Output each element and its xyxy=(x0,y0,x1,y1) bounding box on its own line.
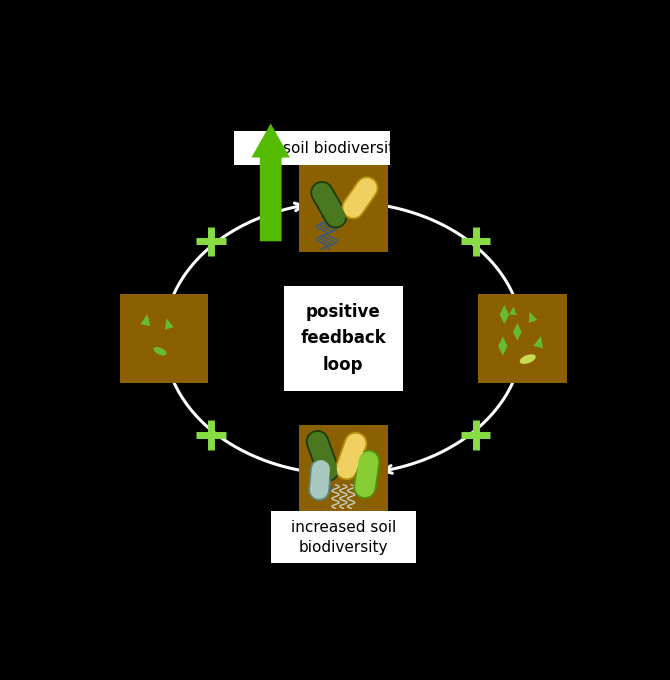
FancyBboxPatch shape xyxy=(271,511,416,563)
Polygon shape xyxy=(165,318,174,330)
Polygon shape xyxy=(533,336,543,348)
FancyBboxPatch shape xyxy=(120,294,208,383)
Polygon shape xyxy=(498,337,507,356)
FancyBboxPatch shape xyxy=(283,286,403,390)
Polygon shape xyxy=(513,323,522,341)
FancyBboxPatch shape xyxy=(299,424,387,513)
Text: increased soil
biodiversity: increased soil biodiversity xyxy=(291,520,396,554)
FancyBboxPatch shape xyxy=(478,294,567,383)
Polygon shape xyxy=(509,307,517,315)
FancyArrow shape xyxy=(251,124,290,241)
Text: positive
feedback
loop: positive feedback loop xyxy=(301,303,386,373)
Polygon shape xyxy=(141,314,150,326)
FancyBboxPatch shape xyxy=(299,163,387,252)
Polygon shape xyxy=(500,305,509,324)
Polygon shape xyxy=(529,311,537,323)
FancyBboxPatch shape xyxy=(234,131,390,165)
Ellipse shape xyxy=(153,347,167,356)
Ellipse shape xyxy=(520,354,536,364)
Text: soil biodiversity: soil biodiversity xyxy=(283,141,403,156)
